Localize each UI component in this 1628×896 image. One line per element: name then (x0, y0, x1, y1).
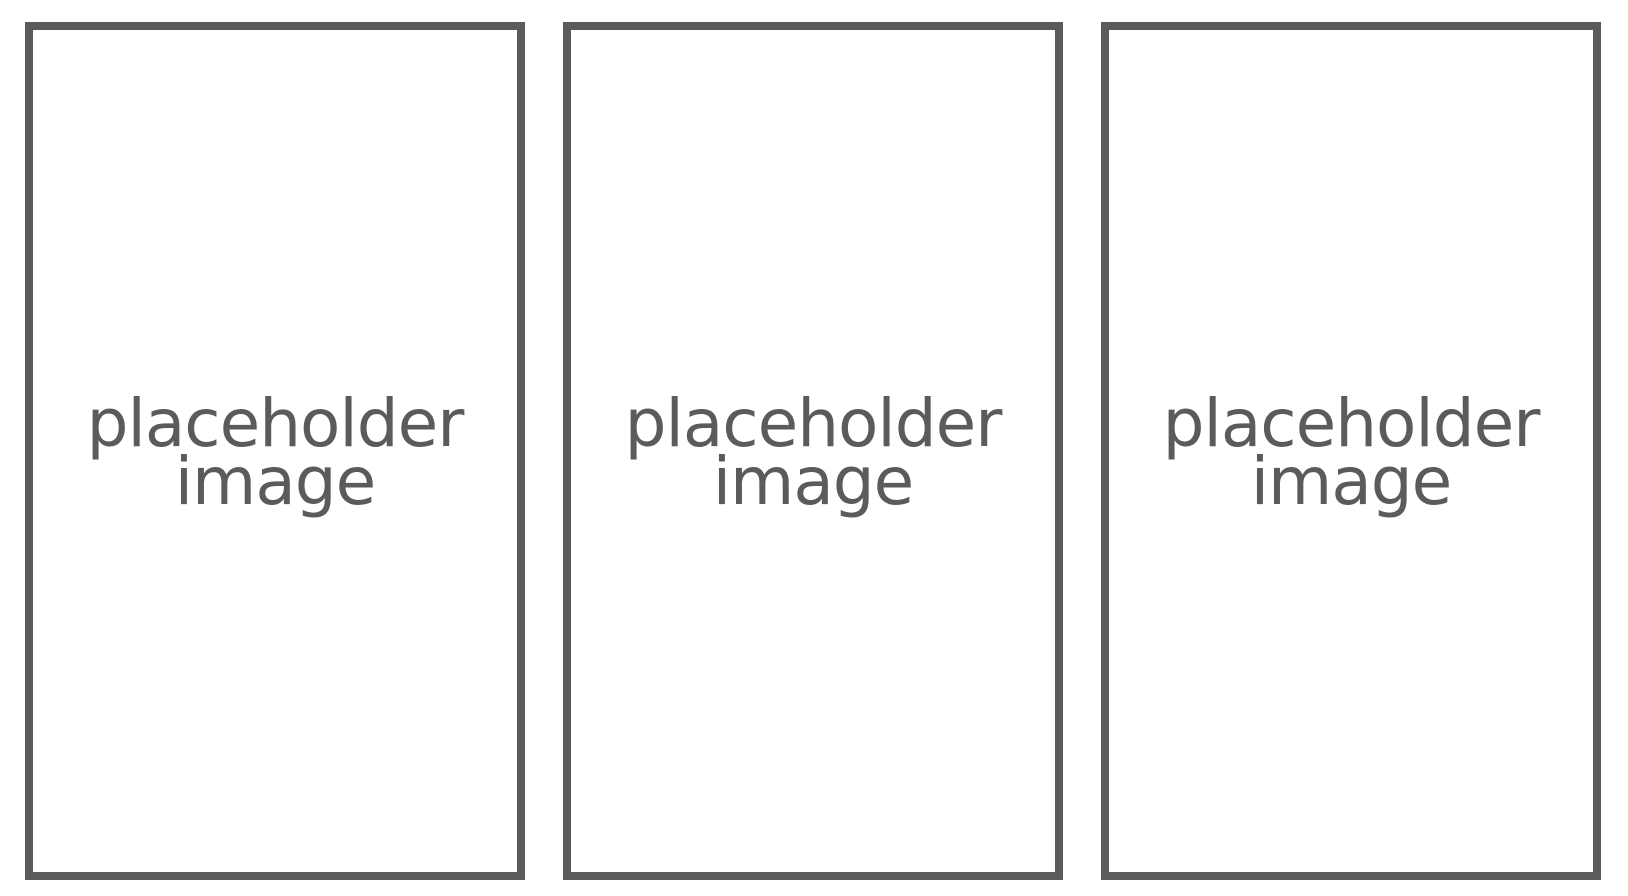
placeholder-line-1: placeholder (1162, 385, 1541, 462)
placeholder-image-label: placeholder image (624, 385, 1003, 520)
placeholder-image-label: placeholder image (1162, 385, 1541, 520)
placeholder-line-1: placeholder (86, 385, 465, 462)
placeholder-image-panel[interactable]: placeholder image (1101, 22, 1601, 880)
placeholder-line-2: image (712, 443, 915, 520)
placeholder-image-panel[interactable]: placeholder image (563, 22, 1063, 880)
placeholder-line-2: image (1250, 443, 1453, 520)
placeholder-image-panel[interactable]: placeholder image (25, 22, 525, 880)
placeholder-line-1: placeholder (624, 385, 1003, 462)
placeholder-image-label: placeholder image (86, 385, 465, 520)
placeholder-line-2: image (174, 443, 377, 520)
